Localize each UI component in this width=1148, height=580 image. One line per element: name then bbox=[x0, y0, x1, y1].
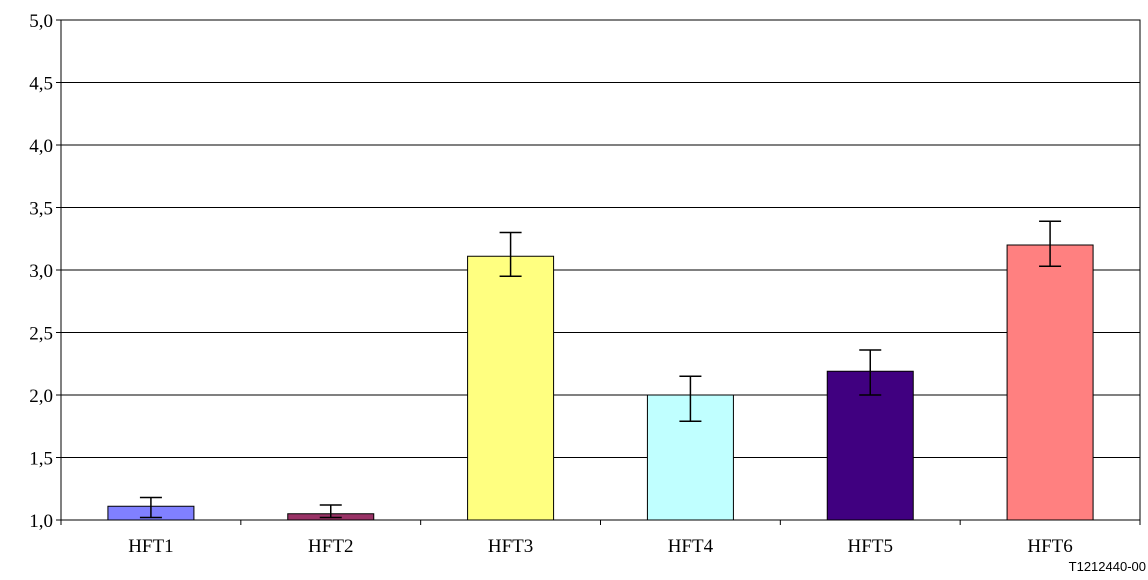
y-tick-label: 4,0 bbox=[29, 136, 53, 157]
bars bbox=[107, 244, 1094, 521]
figure-id: T1212440-00 bbox=[1068, 559, 1146, 574]
x-tick-label: HFT3 bbox=[488, 536, 533, 557]
gridlines bbox=[61, 19, 1140, 521]
y-tick-label: 5,0 bbox=[29, 11, 53, 32]
y-tick-label: 3,5 bbox=[29, 199, 53, 220]
bar bbox=[1006, 244, 1094, 521]
bar bbox=[826, 370, 914, 521]
y-tick-label: 4,5 bbox=[29, 74, 53, 95]
x-axis: HFT1 HFT2 HFT3 HFT4 HFT5 HFT6 bbox=[60, 520, 1141, 557]
y-tick-label: 1,0 bbox=[29, 511, 53, 532]
y-tick-label: 3,0 bbox=[29, 261, 53, 282]
x-tick-label: HFT2 bbox=[308, 536, 353, 557]
y-tick-label: 2,5 bbox=[29, 324, 53, 345]
y-axis: 1,0 1,5 2,0 2,5 3,0 3,5 4,0 4,5 5,0 bbox=[29, 11, 61, 532]
error-bars bbox=[139, 220, 1062, 519]
bar bbox=[467, 255, 555, 521]
plot-area-frame bbox=[60, 19, 1141, 521]
y-tick-label: 2,0 bbox=[29, 386, 53, 407]
x-tick-label: HFT1 bbox=[128, 536, 173, 557]
x-tick-label: HFT6 bbox=[1027, 536, 1072, 557]
x-tick-label: HFT4 bbox=[668, 536, 714, 557]
y-tick-label: 1,5 bbox=[29, 449, 53, 470]
x-tick-label: HFT5 bbox=[848, 536, 893, 557]
